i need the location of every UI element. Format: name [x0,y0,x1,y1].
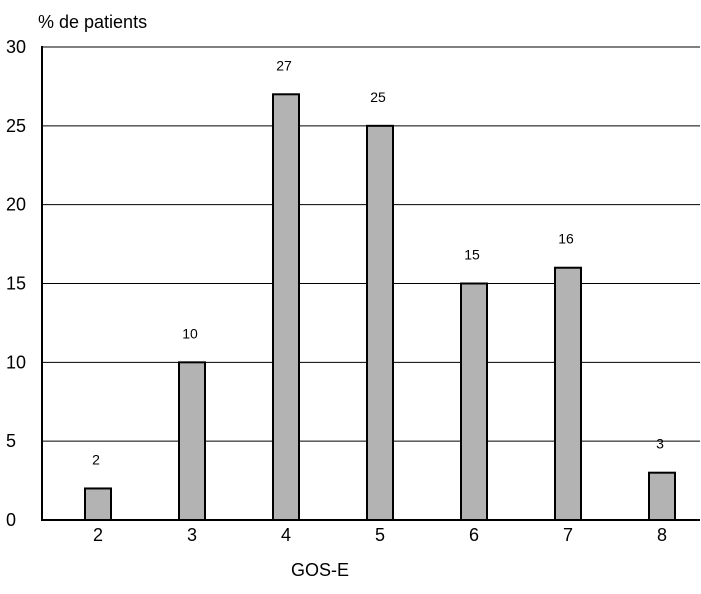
x-tick-label-7: 7 [563,525,573,545]
bar-5 [366,124,394,521]
x-tick-label-4: 4 [281,525,291,545]
y-axis-label: % de patients [38,12,147,32]
bar-6 [460,282,488,521]
data-label-3: 10 [182,325,198,341]
data-label-4: 27 [276,57,292,73]
y-tick-label: 15 [6,274,26,294]
x-tick-label-6: 6 [469,525,479,545]
x-tick-labels: 2 3 4 5 6 7 8 [93,525,667,545]
y-tick-label: 30 [6,37,26,57]
bar-8 [648,471,676,522]
data-label-2: 2 [92,451,100,467]
y-tick-label: 20 [6,195,26,215]
data-labels: 2 10 27 25 15 16 3 [92,57,664,467]
y-tick-label: 5 [6,431,16,451]
bar-7 [554,266,582,521]
bar-4 [272,93,300,522]
y-tick-labels: 0 5 10 15 20 25 30 [6,37,26,530]
bar-2 [84,487,112,522]
data-label-5: 25 [370,89,386,105]
x-tick-label-8: 8 [657,525,667,545]
data-label-8: 3 [656,436,664,452]
y-tick-label: 25 [6,116,26,136]
x-tick-label-5: 5 [375,525,385,545]
bar-3 [178,361,206,522]
data-label-7: 16 [558,231,574,247]
x-axis-label: GOS-E [291,560,349,580]
x-tick-label-2: 2 [93,525,103,545]
data-label-6: 15 [464,247,480,263]
x-tick-label-3: 3 [187,525,197,545]
y-tick-label: 0 [6,510,16,530]
bars [84,93,676,522]
y-tick-label: 10 [6,352,26,372]
